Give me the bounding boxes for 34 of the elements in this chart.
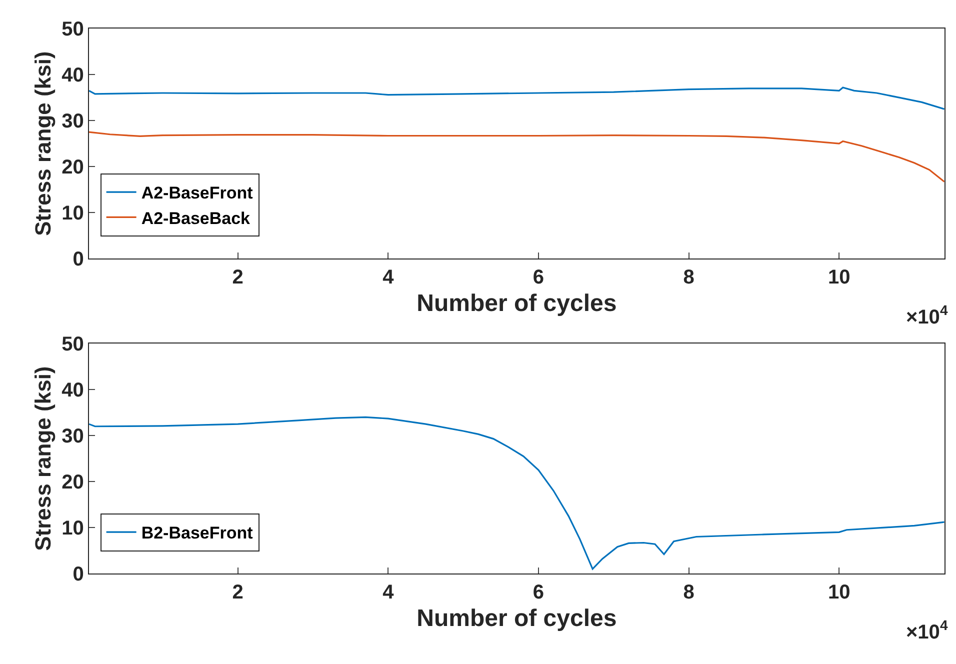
y-tick-label: 50 bbox=[62, 334, 84, 356]
y-tick-label: 10 bbox=[62, 518, 84, 540]
legend-label: A2-BaseFront bbox=[141, 184, 254, 203]
y-axis-title: Stress range (ksi) bbox=[30, 51, 56, 236]
y-tick-label: 0 bbox=[72, 564, 84, 586]
x-tick-label: 6 bbox=[532, 266, 544, 289]
text: ×10$^{4}$ bbox=[906, 302, 948, 328]
y-tick-label: 0 bbox=[72, 248, 84, 271]
x-tick-label: 4 bbox=[382, 266, 395, 289]
x-axis-title: Number of cycles bbox=[416, 290, 617, 317]
x-tick-label: 4 bbox=[382, 582, 395, 604]
x-axis-title: Number of cycles bbox=[416, 604, 617, 632]
y-tick-label: 30 bbox=[62, 426, 84, 448]
y-tick-label: 30 bbox=[62, 110, 84, 133]
legend-label: A2-BaseBack bbox=[141, 208, 251, 228]
x-tick-label: 6 bbox=[532, 582, 544, 604]
text: ×10$^{4}$ bbox=[906, 617, 948, 644]
line-series bbox=[89, 131, 944, 183]
y-tick-label: 40 bbox=[62, 380, 84, 402]
y-tick-label: 10 bbox=[62, 202, 84, 225]
x-tick-label: 2 bbox=[232, 582, 244, 604]
x-tick-label: 8 bbox=[683, 266, 694, 289]
line-series bbox=[89, 86, 944, 110]
x-tick-label: 10 bbox=[828, 582, 850, 604]
y-tick-label: 40 bbox=[62, 64, 84, 87]
y-axis-title: Stress range (ksi) bbox=[30, 366, 56, 551]
y-tick-label: 20 bbox=[62, 156, 84, 179]
x-tick-label: 10 bbox=[828, 266, 850, 289]
x-tick-label: 2 bbox=[232, 266, 244, 289]
legend-label: B2-BaseFront bbox=[141, 524, 254, 543]
y-tick-label: 50 bbox=[62, 18, 84, 41]
y-tick-label: 20 bbox=[62, 472, 84, 494]
x-tick-label: 8 bbox=[683, 582, 694, 604]
line-series bbox=[89, 416, 944, 570]
